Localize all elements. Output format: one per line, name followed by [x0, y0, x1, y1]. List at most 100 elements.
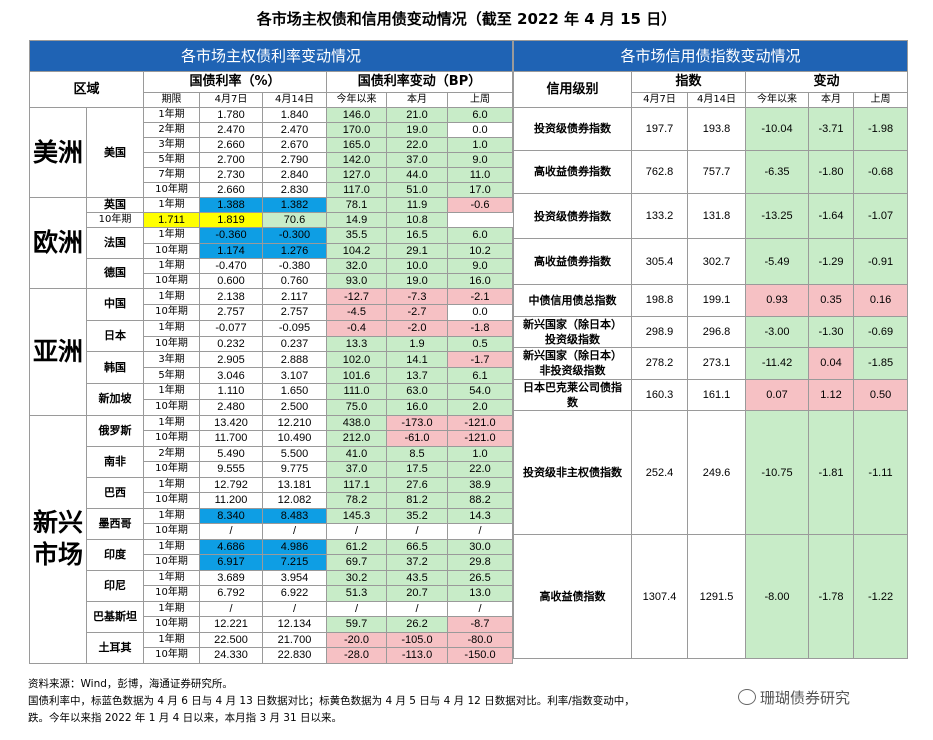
date-1-cell: 160.3 [631, 378, 688, 412]
date-1-cell: 252.4 [631, 410, 688, 536]
week-cell: 0.0 [446, 122, 514, 138]
date-1-cell: -0.360 [199, 227, 263, 244]
date-1-cell: 2.660 [199, 182, 263, 198]
ytd-cell: 37.0 [326, 461, 387, 478]
date-2-cell: 296.8 [687, 315, 746, 349]
date-1-cell: 13.420 [199, 414, 263, 431]
week-cell: 9.0 [446, 257, 514, 274]
color-note: 国债利率中，标蓝色数据为 4 月 6 日与 4 月 13 日数据对比；标黄色数据… [28, 695, 635, 707]
col-credit-level: 信用级别 [513, 71, 632, 108]
ytd-cell: 51.3 [326, 585, 387, 602]
ytd-cell: 61.2 [326, 538, 387, 555]
date-2-cell: 1.840 [262, 107, 327, 123]
term-cell: 10年期 [143, 272, 200, 290]
month-cell: 29.1 [386, 242, 448, 259]
date-2-cell: 199.1 [687, 283, 746, 317]
ytd-cell: / [326, 523, 387, 540]
date-1-cell: 11.700 [199, 430, 263, 447]
country-label: 英国 [86, 196, 144, 214]
date-2-cell: 131.8 [687, 192, 746, 240]
ytd-cell: -8.00 [745, 534, 809, 660]
credit-index-table: 各市场信用债指数变动情况 信用级别 指数 变动 4月7日 4月14日 今年以来 … [512, 40, 909, 660]
country-label: 法国 [86, 227, 144, 259]
region-label: 欧洲 [29, 196, 87, 290]
term-cell: 10年期 [143, 303, 200, 321]
date-1-cell: 11.200 [199, 492, 263, 509]
date-1-cell: 5.490 [199, 445, 263, 462]
date-2-cell: 0.237 [262, 335, 327, 353]
term-cell: 10年期 [143, 430, 200, 447]
week-cell: -1.98 [852, 107, 909, 151]
month-cell: -1.29 [808, 238, 854, 285]
date-2-cell: 0.760 [262, 272, 327, 290]
date-1-cell: 2.660 [199, 137, 263, 153]
col-index: 指数 [631, 71, 746, 93]
term-cell: 10年期 [143, 523, 200, 540]
credit-level-cell: 投资级非主权债指数 [513, 410, 632, 536]
sub-term: 期限 [143, 92, 200, 108]
wechat-icon [738, 689, 756, 705]
date-1-cell: 1.711 [143, 212, 200, 229]
week-cell: 29.8 [446, 554, 514, 571]
region-label: 新兴 市场 [29, 414, 87, 664]
week-cell: 14.3 [446, 507, 514, 524]
ytd-cell: -20.0 [326, 631, 387, 648]
table-row: 10年期 / / / / / [30, 523, 514, 540]
month-cell: -173.0 [386, 414, 448, 431]
table-row: 10年期 12.221 12.134 59.7 26.2 -8.7 [30, 616, 514, 633]
country-label: 南非 [86, 445, 144, 478]
date-1-cell: / [199, 523, 263, 540]
month-cell: -61.0 [386, 430, 448, 447]
ytd-cell: -4.5 [326, 303, 387, 321]
table-row: 日本 1年期 -0.077 -0.095 -0.4 -2.0 -1.8 [30, 319, 514, 353]
date-1-cell: -0.077 [199, 319, 263, 337]
term-cell: 7年期 [143, 167, 200, 183]
date-2-cell: 10.490 [262, 430, 327, 447]
date-1-cell: 762.8 [631, 149, 688, 194]
sub-ytd: 今年以来 [326, 92, 387, 108]
table-row: 法国 1年期 -0.360 -0.300 35.5 16.5 6.0 [30, 227, 514, 259]
week-cell: 0.50 [852, 378, 909, 412]
ytd-cell: 78.1 [326, 196, 387, 214]
table-row: 5年期 2.700 2.790 142.0 37.0 9.0 [30, 152, 514, 168]
date-1-cell: 1.174 [199, 242, 263, 259]
date-2-cell: 1291.5 [687, 534, 746, 660]
month-cell: / [386, 600, 448, 617]
footnotes: 资料来源：Wind，彭博，海通证券研究所。 国债利率中，标蓝色数据为 4 月 6… [28, 676, 908, 727]
date-2-cell: 1.819 [199, 212, 263, 229]
table-row: 高收益债券指数 305.4 302.7 -5.49 -1.29 -0.91 [513, 238, 909, 285]
week-cell: 54.0 [446, 382, 514, 400]
week-cell: 10.8 [386, 212, 448, 229]
date-1-cell: 1.780 [199, 107, 263, 123]
sub-week: 上周 [852, 92, 909, 108]
ytd-cell: 70.6 [262, 212, 327, 229]
credit-level-cell: 高收益债指数 [513, 534, 632, 660]
country-label: 中国 [86, 288, 144, 321]
ytd-cell: 69.7 [326, 554, 387, 571]
month-cell: 66.5 [386, 538, 448, 555]
week-cell: 10.2 [446, 242, 514, 259]
month-cell: -113.0 [386, 647, 448, 664]
date-2-cell: 5.500 [262, 445, 327, 462]
month-cell: 19.0 [386, 272, 448, 290]
week-cell: -0.91 [852, 238, 909, 285]
watermark: 珊瑚债券研究 [738, 687, 850, 708]
month-cell: 63.0 [386, 382, 448, 400]
term-cell: 1年期 [143, 227, 200, 244]
week-cell: -150.0 [446, 647, 514, 664]
date-2-cell: 2.670 [262, 137, 327, 153]
week-cell: 9.0 [446, 152, 514, 168]
date-2-cell: 6.922 [262, 585, 327, 602]
table-row: 中债信用债总指数 198.8 199.1 0.93 0.35 0.16 [513, 283, 909, 317]
sub-date-1: 4月7日 [631, 92, 688, 108]
month-cell: -3.71 [808, 107, 854, 151]
month-cell: 22.0 [386, 137, 448, 153]
month-cell: 16.5 [386, 227, 448, 244]
week-cell: 13.0 [446, 585, 514, 602]
table-row: 10年期 1.711 1.819 70.6 14.9 10.8 [30, 212, 513, 229]
date-1-cell: 298.9 [631, 315, 688, 349]
month-cell: 21.0 [386, 107, 448, 123]
date-1-cell: 6.917 [199, 554, 263, 571]
table-row: 土耳其 1年期 22.500 21.700 -20.0 -105.0 -80.0 [30, 631, 514, 664]
ytd-cell: 102.0 [326, 351, 387, 369]
